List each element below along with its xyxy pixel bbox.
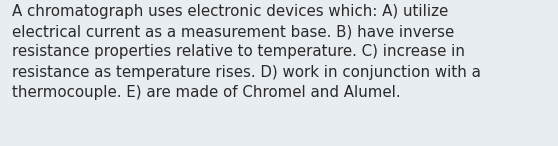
Text: A chromatograph uses electronic devices which: A) utilize
electrical current as : A chromatograph uses electronic devices … [12, 4, 481, 100]
